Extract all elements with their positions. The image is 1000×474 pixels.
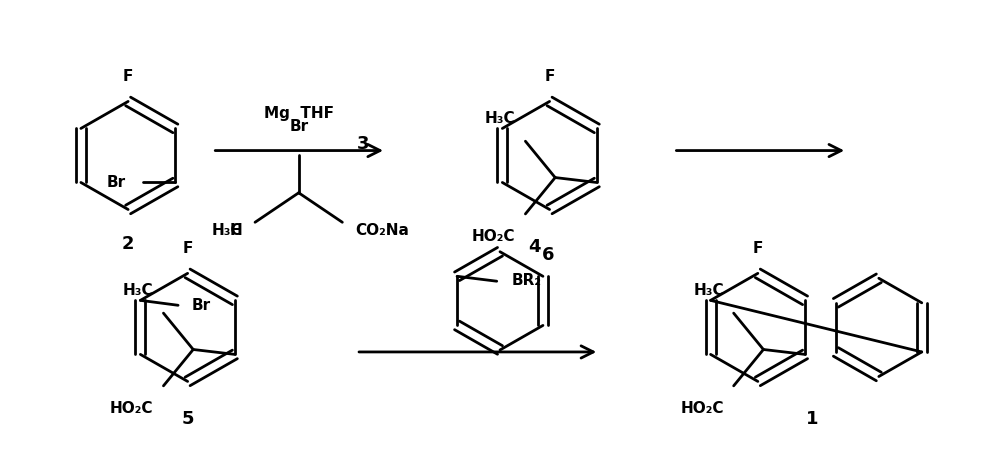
Text: CO₂Na: CO₂Na <box>355 223 409 237</box>
Text: Br: Br <box>107 175 126 190</box>
Text: 3: 3 <box>357 135 369 153</box>
Text: H: H <box>229 223 242 237</box>
Text: 5: 5 <box>181 410 194 428</box>
Text: F: F <box>753 241 763 256</box>
Text: HO₂C: HO₂C <box>680 401 724 416</box>
Text: F: F <box>182 241 193 256</box>
Text: 6: 6 <box>542 246 555 264</box>
Text: 2: 2 <box>122 235 134 253</box>
Text: F: F <box>544 69 555 84</box>
Text: BR₂: BR₂ <box>512 273 542 288</box>
Text: H₃C: H₃C <box>693 283 724 299</box>
Text: H₃C: H₃C <box>212 223 242 237</box>
Text: F: F <box>123 69 133 84</box>
Text: Br: Br <box>192 298 211 313</box>
Text: HO₂C: HO₂C <box>110 401 154 416</box>
Text: HO₂C: HO₂C <box>472 228 516 244</box>
Text: H₃C: H₃C <box>123 283 154 299</box>
Text: Mg  THF: Mg THF <box>264 106 334 121</box>
Text: 1: 1 <box>806 410 819 428</box>
Text: 4: 4 <box>528 238 541 256</box>
Text: Br: Br <box>289 119 308 134</box>
Text: H₃C: H₃C <box>485 111 516 127</box>
